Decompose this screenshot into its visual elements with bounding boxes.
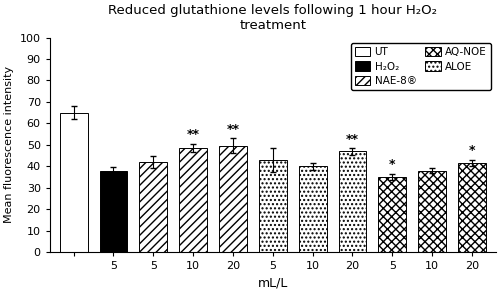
Bar [100, 171, 128, 252]
Bar [60, 113, 88, 252]
Bar [298, 166, 326, 252]
Legend: UT, H₂O₂, NAE-8®, AQ-NOE, ALOE: UT, H₂O₂, NAE-8®, AQ-NOE, ALOE [350, 43, 490, 90]
Text: **: ** [226, 123, 239, 136]
Y-axis label: Mean fluorescence intensity: Mean fluorescence intensity [4, 66, 14, 223]
Bar [259, 160, 286, 252]
Bar [338, 151, 366, 252]
Bar [458, 163, 486, 252]
Bar [140, 162, 167, 252]
Bar [378, 177, 406, 252]
Text: *: * [468, 144, 475, 157]
Text: *: * [389, 158, 396, 171]
Bar [179, 148, 207, 252]
Text: **: ** [346, 133, 359, 146]
X-axis label: mL/L: mL/L [258, 277, 288, 290]
Bar [219, 146, 247, 252]
Bar [418, 171, 446, 252]
Text: **: ** [186, 128, 200, 141]
Title: Reduced glutathione levels following 1 hour H₂O₂
treatment: Reduced glutathione levels following 1 h… [108, 4, 438, 32]
